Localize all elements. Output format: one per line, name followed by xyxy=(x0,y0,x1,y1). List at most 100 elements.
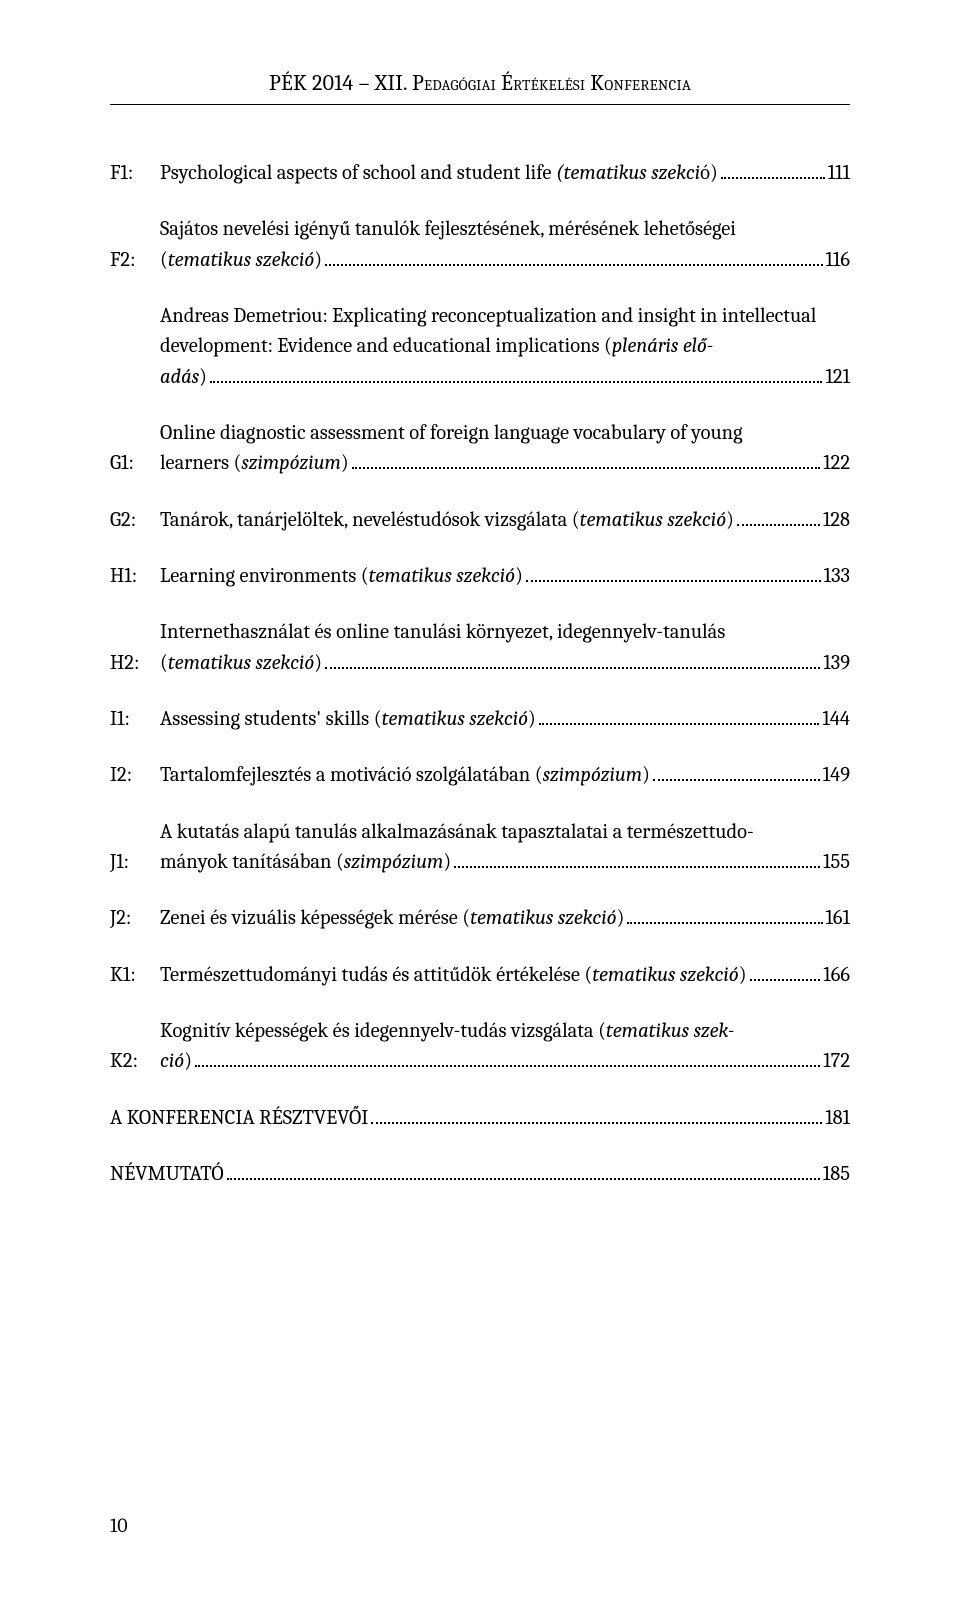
toc-tag: I2: xyxy=(110,761,160,791)
toc-last-row: NÉVMUTATÓ 185 xyxy=(110,1160,850,1190)
toc-last-text: Tanárok, tanárjelöltek, neveléstudósok v… xyxy=(160,506,734,536)
toc-body: A KONFERENCIA RÉSZTVEVŐI 181 xyxy=(110,1104,850,1134)
toc-last-text: Assessing students' skills (tematikus sz… xyxy=(160,705,536,735)
italic-text: tematikus szekció xyxy=(592,964,738,987)
page-number: 10 xyxy=(110,1514,128,1537)
toc-tag: F1: xyxy=(110,159,160,189)
toc-leader xyxy=(352,451,820,469)
italic-text: tematikus szekció xyxy=(369,565,515,588)
toc-last-row: (tematikus szekció) 116 xyxy=(160,246,850,276)
toc-entry: J2:Zenei és vizuális képességek mérése (… xyxy=(110,904,850,934)
italic-text: ció xyxy=(160,1050,184,1073)
toc-page-number: 111 xyxy=(828,159,850,189)
toc-entry: F2:Sajátos nevelési igényű tanulók fejle… xyxy=(110,215,850,276)
toc-last-row: mányok tanításában (szimpózium) 155 xyxy=(160,848,850,878)
toc-text-lines: Online diagnostic assessment of foreign … xyxy=(160,419,850,449)
italic-text: tematikus szekció xyxy=(470,907,616,930)
toc-tag: K2: xyxy=(110,1047,160,1077)
toc-leader xyxy=(325,247,822,265)
toc-leader xyxy=(210,364,823,382)
toc-tag: G1: xyxy=(110,449,160,479)
toc-last-row: Assessing students' skills (tematikus sz… xyxy=(160,705,850,735)
toc-tag: J2: xyxy=(110,904,160,934)
toc-page-number: 133 xyxy=(824,562,850,592)
toc-last-row: adás) 121 xyxy=(160,363,850,393)
toc-last-text: Természettudományi tudás és attitűdök ér… xyxy=(160,961,747,991)
toc-entry: K1:Természettudományi tudás és attitűdök… xyxy=(110,961,850,991)
toc-page-number: 139 xyxy=(823,649,850,679)
toc-body: Zenei és vizuális képességek mérése (tem… xyxy=(160,904,850,934)
toc-leader xyxy=(526,564,821,582)
toc-entry: I1:Assessing students' skills (tematikus… xyxy=(110,705,850,735)
toc-page-number: 128 xyxy=(823,506,850,536)
toc-entry: Andreas Demetriou: Explicating reconcept… xyxy=(110,302,850,393)
toc-tag: H1: xyxy=(110,562,160,592)
toc-tag: K1: xyxy=(110,961,160,991)
toc-tag: F2: xyxy=(110,246,160,276)
toc-page-number: 161 xyxy=(826,904,850,934)
toc-leader xyxy=(653,763,820,781)
toc-line: Online diagnostic assessment of foreign … xyxy=(160,419,850,449)
toc-page-number: 116 xyxy=(826,246,850,276)
toc-text-lines: A kutatás alapú tanulás alkalmazásának t… xyxy=(160,818,850,848)
toc-entry: A KONFERENCIA RÉSZTVEVŐI 181 xyxy=(110,1104,850,1134)
toc-body: NÉVMUTATÓ 185 xyxy=(110,1160,850,1190)
toc-line: Internethasználat és online tanulási kör… xyxy=(160,618,850,648)
toc-text-lines: Andreas Demetriou: Explicating reconcept… xyxy=(160,302,850,363)
toc-body: Tanárok, tanárjelöltek, neveléstudósok v… xyxy=(160,506,850,536)
toc-line: development: Evidence and educational im… xyxy=(160,332,850,362)
toc-leader xyxy=(737,507,820,525)
toc-line: Sajátos nevelési igényű tanulók fejleszt… xyxy=(160,215,850,245)
toc-last-text: ció) xyxy=(160,1047,192,1077)
toc-entry: K2:Kognitív képességek és idegennyelv-tu… xyxy=(110,1017,850,1078)
toc-last-row: Zenei és vizuális képességek mérése (tem… xyxy=(160,904,850,934)
toc-entry: G1:Online diagnostic assessment of forei… xyxy=(110,419,850,480)
toc-last-text: Tartalomfejlesztés a motiváció szolgálat… xyxy=(160,761,650,791)
toc-leader xyxy=(627,906,822,924)
toc-last-text: NÉVMUTATÓ xyxy=(110,1160,224,1190)
italic-text: szimpózium xyxy=(241,452,341,475)
toc-body: Sajátos nevelési igényű tanulók fejleszt… xyxy=(160,215,850,276)
toc-page-number: 144 xyxy=(822,705,850,735)
table-of-contents: F1:Psychological aspects of school and s… xyxy=(110,159,850,1190)
toc-last-text: Zenei és vizuális képességek mérése (tem… xyxy=(160,904,624,934)
toc-entry: G2:Tanárok, tanárjelöltek, neveléstudóso… xyxy=(110,506,850,536)
toc-leader xyxy=(539,707,820,725)
italic-text: szimpózium xyxy=(543,764,643,787)
toc-line: Kognitív képességek és idegennyelv-tudás… xyxy=(160,1017,850,1047)
toc-body: A kutatás alapú tanulás alkalmazásának t… xyxy=(160,818,850,879)
toc-entry: F1:Psychological aspects of school and s… xyxy=(110,159,850,189)
toc-last-text: (tematikus szekció) xyxy=(160,649,322,679)
toc-last-row: ció) 172 xyxy=(160,1047,850,1077)
italic-text: tematikus szekció xyxy=(382,708,528,731)
toc-last-row: (tematikus szekció) 139 xyxy=(160,649,850,679)
toc-tag: H2: xyxy=(110,649,160,679)
toc-leader xyxy=(750,962,821,980)
toc-leader xyxy=(454,849,820,867)
header-text: PÉK 2014 – XII. Pedagógiai Értékelési Ko… xyxy=(269,70,691,96)
toc-last-row: Psychological aspects of school and stud… xyxy=(160,159,850,189)
toc-page-number: 172 xyxy=(823,1047,850,1077)
italic-text: tematikus szekció xyxy=(168,249,314,272)
page-header: PÉK 2014 – XII. Pedagógiai Értékelési Ko… xyxy=(110,70,850,105)
toc-body: Assessing students' skills (tematikus sz… xyxy=(160,705,850,735)
toc-leader xyxy=(325,650,820,668)
toc-last-row: A KONFERENCIA RÉSZTVEVŐI 181 xyxy=(110,1104,850,1134)
toc-tag: G2: xyxy=(110,506,160,536)
toc-page-number: 149 xyxy=(823,761,850,791)
toc-page-number: 181 xyxy=(825,1104,850,1134)
toc-last-text: A KONFERENCIA RÉSZTVEVŐI xyxy=(110,1104,368,1134)
toc-entry: H1:Learning environments (tematikus szek… xyxy=(110,562,850,592)
toc-leader xyxy=(371,1105,822,1123)
toc-body: Internethasználat és online tanulási kör… xyxy=(160,618,850,679)
toc-page-number: 121 xyxy=(825,363,850,393)
toc-page-number: 185 xyxy=(823,1160,850,1190)
toc-last-text: learners (szimpózium) xyxy=(160,449,349,479)
toc-last-row: learners (szimpózium) 122 xyxy=(160,449,850,479)
toc-last-row: Természettudományi tudás és attitűdök ér… xyxy=(160,961,850,991)
toc-page-number: 122 xyxy=(823,449,850,479)
toc-tag: I1: xyxy=(110,705,160,735)
toc-entry: J1:A kutatás alapú tanulás alkalmazásána… xyxy=(110,818,850,879)
toc-last-row: Tanárok, tanárjelöltek, neveléstudósok v… xyxy=(160,506,850,536)
toc-line: A kutatás alapú tanulás alkalmazásának t… xyxy=(160,818,850,848)
